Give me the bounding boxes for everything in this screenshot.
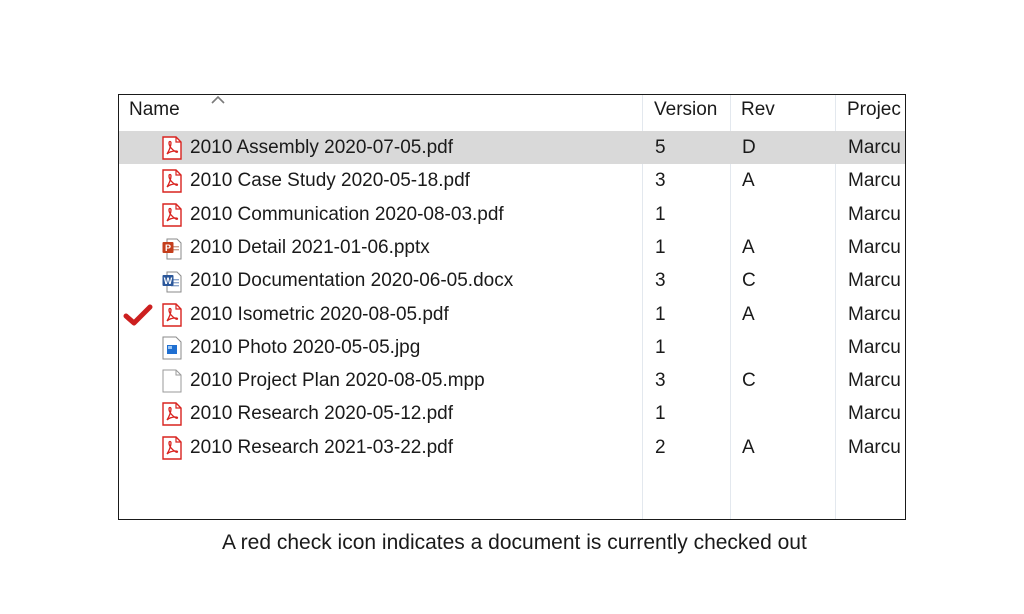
- cell-rev: D: [742, 137, 756, 158]
- column-header-version[interactable]: Version: [654, 95, 729, 129]
- cell-rev: A: [742, 436, 755, 458]
- pdf-file-icon: [162, 202, 182, 227]
- cell-project: Marcu: [848, 336, 901, 358]
- cell-rev: A: [742, 170, 755, 192]
- document-list: Name Version Rev Projec 2010 Assembly 20…: [118, 94, 906, 520]
- cell-version: 1: [655, 303, 666, 325]
- checked-out-icon: [123, 304, 153, 326]
- project-file-icon: [162, 369, 182, 393]
- cell-version: 1: [655, 403, 666, 425]
- cell-version: 1: [655, 203, 666, 225]
- cell-name: 2010 Research 2020-05-12.pdf: [190, 403, 454, 425]
- pdf-file-icon: [162, 169, 182, 193]
- sort-ascending-icon: [211, 95, 225, 104]
- pdf-file-icon: [162, 435, 182, 460]
- cell-version: 3: [655, 170, 666, 192]
- cell-version: 3: [655, 270, 666, 292]
- cell-name: 2010 Isometric 2020-08-05.pdf: [190, 303, 449, 325]
- column-divider[interactable]: [835, 95, 836, 519]
- cell-version: 2: [655, 436, 666, 458]
- column-header-project[interactable]: Projec: [847, 95, 905, 129]
- cell-rev: [742, 397, 832, 430]
- word-file-icon: W: [162, 269, 182, 293]
- cell-rev: [742, 331, 832, 364]
- column-divider[interactable]: [642, 95, 643, 519]
- table-row[interactable]: 2010 Assembly 2020-07-05.pdf 5 D Marcu: [119, 131, 905, 164]
- cell-name: 2010 Project Plan 2020-08-05.mpp: [190, 370, 485, 392]
- table-row[interactable]: 2010 Isometric 2020-08-05.pdf 1 A Marcu: [119, 298, 905, 331]
- cell-rev: [742, 198, 832, 231]
- column-header-version-label: Version: [654, 99, 718, 120]
- cell-project: Marcu: [848, 370, 901, 392]
- cell-rev: A: [742, 236, 755, 258]
- image-file-icon: [162, 336, 182, 360]
- table-row[interactable]: 2010 Case Study 2020-05-18.pdf 3 A Marcu: [119, 164, 905, 197]
- column-divider[interactable]: [730, 95, 731, 519]
- caption: A red check icon indicates a document is…: [222, 531, 807, 554]
- cell-project: Marcu: [848, 236, 901, 258]
- table-row[interactable]: 2010 Photo 2020-05-05.jpg 1 Marcu: [119, 331, 905, 364]
- column-header-name[interactable]: Name: [129, 95, 629, 129]
- table-row[interactable]: 2010 Research 2021-03-22.pdf 2 A Marcu: [119, 431, 905, 464]
- cell-project: Marcu: [848, 137, 901, 158]
- column-header-project-label: Projec: [847, 99, 901, 120]
- cell-name: 2010 Case Study 2020-05-18.pdf: [190, 170, 470, 192]
- cell-name: 2010 Detail 2021-01-06.pptx: [190, 236, 430, 258]
- svg-text:P: P: [165, 243, 171, 253]
- table-row[interactable]: P 2010 Detail 2021-01-06.pptx 1 A Marcu: [119, 231, 905, 264]
- list-header: Name Version Rev Projec: [119, 95, 905, 129]
- table-row[interactable]: 2010 Project Plan 2020-08-05.mpp 3 C Marcu: [119, 364, 905, 397]
- table-row[interactable]: 2010 Research 2020-05-12.pdf 1 Marcu: [119, 397, 905, 430]
- cell-project: Marcu: [848, 303, 901, 325]
- cell-rev: A: [742, 303, 755, 325]
- cell-version: 1: [655, 236, 666, 258]
- cell-name: 2010 Assembly 2020-07-05.pdf: [190, 137, 454, 158]
- column-header-rev-label: Rev: [741, 99, 775, 120]
- cell-version: 3: [655, 370, 666, 392]
- cell-name: 2010 Photo 2020-05-05.jpg: [190, 336, 421, 358]
- svg-text:W: W: [164, 276, 173, 286]
- table-row[interactable]: W 2010 Documentation 2020-06-05.docx 3 C Mar…: [119, 264, 905, 297]
- cell-name: 2010 Documentation 2020-06-05.docx: [190, 270, 514, 292]
- cell-project: Marcu: [848, 436, 901, 458]
- cell-project: Marcu: [848, 170, 901, 192]
- cell-name: 2010 Research 2021-03-22.pdf: [190, 436, 454, 458]
- powerpoint-file-icon: P: [162, 236, 182, 260]
- column-header-name-label: Name: [129, 99, 180, 120]
- cell-project: Marcu: [848, 403, 901, 425]
- cell-rev: C: [742, 270, 756, 292]
- cell-project: Marcu: [848, 203, 901, 225]
- pdf-file-icon: [162, 402, 182, 427]
- pdf-file-icon: [162, 302, 182, 327]
- cell-project: Marcu: [848, 270, 901, 292]
- column-header-rev[interactable]: Rev: [741, 95, 831, 129]
- cell-name: 2010 Communication 2020-08-03.pdf: [190, 203, 504, 225]
- table-row[interactable]: 2010 Communication 2020-08-03.pdf 1 Marcu: [119, 198, 905, 231]
- cell-version: 5: [655, 137, 666, 158]
- cell-rev: C: [742, 370, 756, 392]
- cell-version: 1: [655, 336, 666, 358]
- pdf-file-icon: [162, 136, 182, 160]
